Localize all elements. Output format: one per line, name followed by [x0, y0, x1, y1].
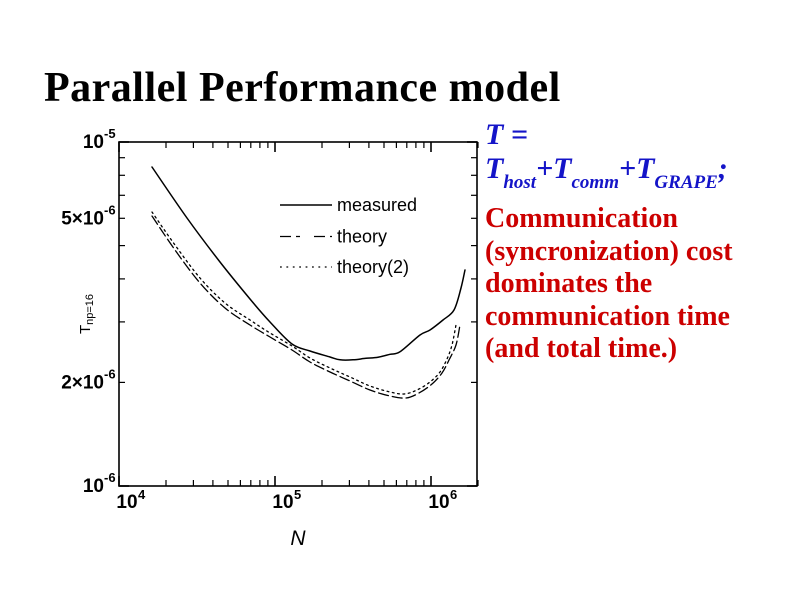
svg-text:measured: measured	[337, 195, 417, 215]
svg-text:Tnp=16: Tnp=16	[77, 294, 96, 334]
svg-text:-6: -6	[104, 470, 116, 485]
svg-text:10: 10	[428, 492, 449, 513]
svg-text:theory: theory	[337, 227, 387, 247]
svg-text:10: 10	[83, 132, 104, 153]
svg-text:N: N	[290, 527, 306, 550]
svg-text:5: 5	[294, 487, 301, 502]
svg-text:-6: -6	[104, 203, 116, 218]
svg-text:2×10: 2×10	[61, 373, 104, 394]
svg-text:10: 10	[83, 476, 104, 497]
svg-text:-5: -5	[104, 126, 116, 141]
svg-text:-6: -6	[104, 367, 116, 382]
svg-text:10: 10	[116, 492, 137, 513]
svg-text:4: 4	[138, 487, 146, 502]
svg-text:theory(2): theory(2)	[337, 257, 409, 277]
svg-text:5×10: 5×10	[61, 209, 104, 230]
svg-text:6: 6	[450, 487, 457, 502]
svg-text:10: 10	[272, 492, 293, 513]
